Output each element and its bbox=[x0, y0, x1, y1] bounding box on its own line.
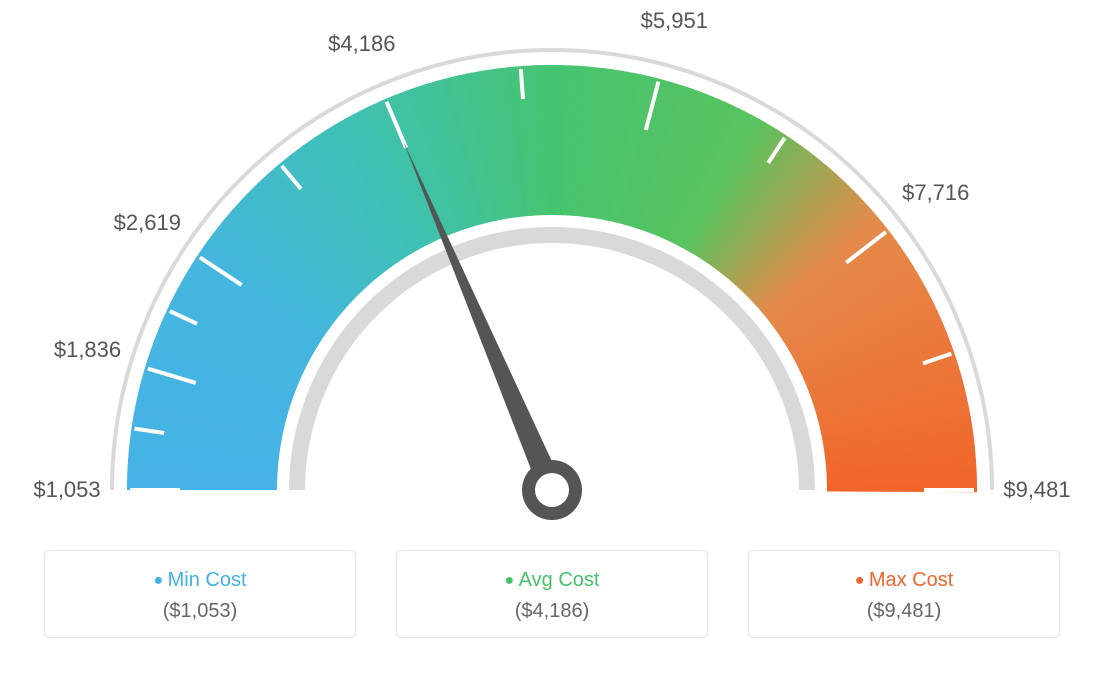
gauge-tick-label: $9,481 bbox=[1003, 477, 1070, 503]
legend-avg-value: ($4,186) bbox=[397, 600, 707, 623]
gauge-tick-label: $1,053 bbox=[33, 477, 100, 503]
legend-max-value: ($9,481) bbox=[749, 600, 1059, 623]
gauge-color-arc bbox=[127, 65, 977, 492]
legend-card-max: Max Cost ($9,481) bbox=[748, 550, 1060, 638]
gauge-tick-label: $5,951 bbox=[641, 8, 708, 34]
gauge-hub-inner bbox=[535, 473, 569, 507]
legend-card-min: Min Cost ($1,053) bbox=[44, 550, 356, 638]
gauge-tick-label: $7,716 bbox=[902, 180, 969, 206]
legend-row: Min Cost ($1,053) Avg Cost ($4,186) Max … bbox=[0, 550, 1104, 638]
legend-card-avg: Avg Cost ($4,186) bbox=[396, 550, 708, 638]
legend-avg-label: Avg Cost bbox=[397, 569, 707, 592]
gauge-svg bbox=[0, 0, 1104, 540]
gauge-chart: $1,053 $1,836 $2,619 $4,186 $5,951 $7,716 $9,4… bbox=[0, 0, 1104, 540]
legend-min-value: ($1,053) bbox=[45, 600, 355, 623]
legend-max-label: Max Cost bbox=[749, 569, 1059, 592]
gauge-tick-label: $2,619 bbox=[114, 210, 181, 236]
gauge-tick-label: $1,836 bbox=[54, 337, 121, 363]
legend-min-label: Min Cost bbox=[45, 569, 355, 592]
gauge-tick-label: $4,186 bbox=[328, 31, 395, 57]
